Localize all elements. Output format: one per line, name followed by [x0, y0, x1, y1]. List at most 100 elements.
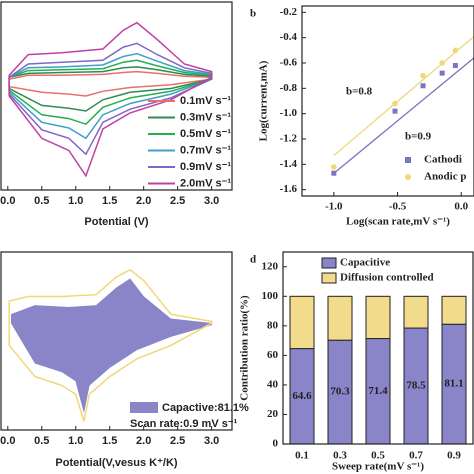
y-tick-label: 100	[262, 290, 279, 302]
x-tick-label: 3.0	[204, 195, 219, 207]
x-tick-label: 2.0	[136, 435, 151, 447]
legend-swatch	[405, 174, 411, 180]
legend-label: Diffusion controlled	[340, 272, 434, 284]
y-tick-label: 60	[267, 349, 279, 361]
x-tick-label: 3.0	[204, 435, 219, 447]
x-tick-label: 0.0	[0, 195, 15, 207]
y-tick-label: -1.6	[280, 183, 298, 195]
legend-swatch	[321, 272, 337, 284]
data-point	[420, 72, 426, 79]
x-tick-label: 1.5	[102, 435, 117, 447]
x-tick-label: -0.5	[389, 201, 407, 213]
bar-segment	[365, 295, 391, 340]
y-axis-label: Contribution ratio(%)	[239, 295, 251, 401]
bar-segment	[403, 327, 429, 444]
bar-segment	[403, 295, 429, 329]
x-tick-label: 1.5	[102, 195, 117, 207]
annotation: Scan rate:0.9 mV s⁻¹	[130, 418, 238, 430]
capacitive-area	[10, 278, 212, 413]
value-label: 71.4	[368, 385, 388, 397]
data-point	[392, 108, 398, 114]
legend-label: Cathodi	[424, 154, 462, 166]
axes-frame	[282, 251, 474, 445]
bar-segment	[327, 295, 353, 341]
value-label: 78.5	[406, 380, 426, 392]
bar-segment	[365, 338, 391, 444]
axes-frame	[301, 5, 474, 197]
x-tick-label: 0.5	[34, 195, 49, 207]
y-tick-label: 80	[267, 319, 279, 331]
data-point	[439, 70, 445, 76]
y-tick-label: -0.6	[280, 57, 298, 69]
data-point	[420, 83, 426, 89]
x-tick-label: 0.1	[295, 450, 309, 462]
x-tick-label: 0.0	[454, 201, 468, 213]
value-label: 64.6	[292, 390, 312, 402]
plot-area	[8, 268, 213, 422]
legend-label: 0.5mV s⁻¹	[180, 128, 231, 140]
y-tick-label: -1.2	[280, 133, 298, 145]
axes-frame	[0, 251, 233, 431]
annotation: b=0.9	[405, 131, 432, 143]
value-label: 70.3	[330, 386, 350, 398]
total-curve	[8, 268, 213, 422]
legend-swatch	[130, 402, 158, 413]
legend-swatch	[321, 257, 337, 269]
x-tick-label: 2.5	[170, 435, 185, 447]
panel-label: b	[250, 8, 256, 20]
x-axis-label: Potential (V)	[84, 216, 149, 228]
legend-swatch	[405, 157, 411, 163]
data-point	[452, 47, 459, 54]
data-point	[392, 100, 398, 107]
panel: b Log(scan rate,mV s⁻¹) Log(current,mA) -1.…	[250, 5, 474, 228]
data-point	[452, 63, 458, 69]
x-tick-label: 2.5	[170, 195, 185, 207]
panel: Potential (V) 0.0 0.5 1.0 1.5 2.0 2.5 3.0 0.1mV …	[0, 1, 233, 228]
y-tick-label: 40	[267, 378, 279, 390]
y-tick-label: 0	[273, 438, 279, 450]
axes-frame	[0, 1, 233, 191]
panel: Potential(V,vesus K⁺/K) 0.0 0.5 1.0 1.5 2.0 2.…	[0, 251, 249, 469]
data-point	[331, 170, 337, 176]
x-tick-label: 2.0	[136, 195, 151, 207]
legend-label: 0.9mV s⁻¹	[180, 161, 231, 173]
y-tick-label: 120	[262, 260, 279, 272]
y-tick-label: -0.4	[280, 31, 298, 43]
plot-area	[8, 21, 213, 178]
legend-label: 0.1mV s⁻¹	[180, 95, 231, 107]
bar-segment	[289, 295, 315, 350]
legend-label: Anodic p	[424, 171, 467, 183]
annotation: b=0.8	[346, 86, 373, 98]
bar-segment	[441, 295, 467, 325]
value-label: 81.1	[444, 378, 463, 390]
x-tick-label: 0.3	[333, 450, 347, 462]
panel: d Sweep rate(mV s⁻¹) Contribution ratio(%)…	[239, 251, 474, 473]
legend-label: 0.7mV s⁻¹	[180, 144, 231, 156]
bar-segment	[441, 323, 467, 444]
data-point	[331, 164, 337, 170]
cv-curve	[8, 21, 213, 178]
bar-segment	[327, 339, 353, 444]
x-axis-label: Potential(V,vesus K⁺/K)	[55, 457, 177, 469]
x-tick-label: 0.7	[409, 450, 423, 462]
y-tick-label: -0.8	[280, 82, 298, 94]
x-tick-label: 0.9	[447, 450, 461, 462]
fit-line	[333, 57, 474, 174]
x-axis-label: Sweep rate(mV s⁻¹)	[332, 461, 424, 473]
legend-label: 2.0mV s⁻¹	[180, 177, 231, 189]
bar-segment	[289, 348, 315, 444]
x-tick-label: -1.0	[325, 201, 343, 213]
y-tick-label: -0.2	[280, 6, 298, 18]
fit-line	[333, 35, 474, 156]
x-tick-label: 0.0	[0, 435, 15, 447]
x-tick-label: 1.0	[68, 195, 83, 207]
x-tick-label: 1.0	[68, 435, 83, 447]
x-axis-label: Log(scan rate,mV s⁻¹)	[346, 216, 450, 228]
y-tick-label: -1.4	[280, 158, 298, 170]
x-tick-label: 0.5	[34, 435, 49, 447]
legend-label: 0.3mV s⁻¹	[180, 111, 231, 123]
legend-label: Capactive:81.1%	[162, 402, 249, 414]
y-tick-label: -1.0	[280, 107, 298, 119]
x-tick-label: 0.5	[371, 450, 385, 462]
